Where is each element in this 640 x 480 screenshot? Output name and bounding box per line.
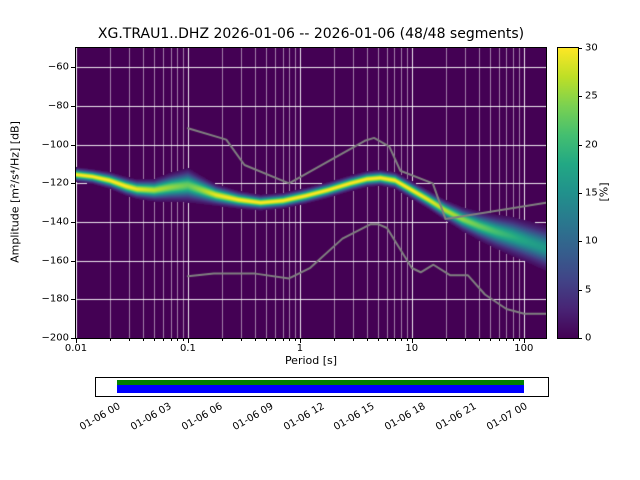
x-minor-tick-mark — [241, 339, 243, 341]
y-tick-label: −140 — [41, 216, 69, 228]
y-tick-label: −180 — [41, 293, 69, 305]
x-tick-label: 1 — [296, 343, 304, 354]
y-tick-label: −100 — [41, 139, 69, 151]
x-minor-tick-mark — [406, 339, 408, 341]
x-minor-tick-mark — [163, 339, 165, 341]
x-minor-tick-mark — [506, 339, 508, 341]
x-minor-tick-mark — [129, 339, 131, 341]
x-minor-tick-mark — [465, 339, 467, 341]
y-axis-label: Amplitude [m²/s⁴/Hz] [dB] — [8, 121, 22, 263]
coverage-segment-green — [117, 380, 524, 385]
x-minor-tick-mark — [294, 339, 296, 341]
colorbar-tick-label: 15 — [585, 187, 598, 199]
colorbar-tick-mark — [579, 48, 582, 49]
colorbar-tick-label: 5 — [585, 284, 592, 296]
colorbar-tick-label: 30 — [585, 42, 598, 54]
colorbar-tick-label: 25 — [585, 90, 598, 102]
y-tick-label: −60 — [47, 61, 69, 73]
x-minor-tick-mark — [353, 339, 355, 341]
colorbar — [557, 47, 579, 339]
y-tick-mark — [71, 67, 75, 69]
x-minor-tick-mark — [498, 339, 500, 341]
x-tick-mark — [411, 339, 413, 343]
x-minor-tick-mark — [401, 339, 402, 341]
colorbar-tick-mark — [579, 193, 582, 194]
x-minor-tick-mark — [170, 339, 172, 341]
x-minor-tick-mark — [177, 339, 179, 341]
x-minor-tick-mark — [282, 339, 284, 341]
colorbar-tick-mark — [579, 144, 582, 146]
x-minor-tick-mark — [367, 339, 369, 341]
time-coverage-bar — [95, 377, 549, 397]
y-tick-label: −120 — [41, 177, 69, 189]
y-tick-mark — [71, 338, 75, 339]
y-tick-mark — [71, 183, 75, 185]
colorbar-tick-mark — [579, 241, 582, 243]
x-minor-tick-mark — [255, 339, 257, 341]
x-minor-tick-mark — [289, 339, 290, 341]
y-tick-mark — [71, 144, 75, 146]
plot-area — [75, 47, 547, 339]
coverage-segment-blue — [117, 385, 524, 393]
x-minor-tick-mark — [490, 339, 492, 341]
y-tick-mark — [71, 106, 75, 107]
ppsd-heatmap-canvas — [76, 48, 546, 338]
x-minor-tick-mark — [394, 339, 396, 341]
x-minor-tick-mark — [109, 339, 111, 341]
x-tick-label: 10 — [405, 343, 419, 354]
colorbar-tick-label: 10 — [585, 235, 598, 247]
colorbar-tick-label: 0 — [585, 332, 592, 344]
x-minor-tick-mark — [221, 339, 223, 341]
x-minor-tick-mark — [275, 339, 276, 341]
x-axis-label: Period [s] — [284, 354, 338, 367]
x-tick-mark — [76, 339, 77, 343]
x-minor-tick-mark — [387, 339, 388, 341]
x-minor-tick-mark — [154, 339, 156, 341]
x-tick-label: 100 — [514, 343, 534, 354]
x-tick-mark — [299, 339, 301, 343]
y-tick-label: −160 — [41, 255, 69, 267]
colorbar-label: [%] — [597, 182, 611, 202]
x-tick-label: 0.1 — [179, 343, 196, 354]
chart-title: XG.TRAU1..DHZ 2026-01-06 -- 2026-01-06 (… — [97, 26, 525, 42]
x-minor-tick-mark — [518, 339, 520, 341]
y-tick-mark — [71, 222, 75, 223]
x-tick-label: 0.01 — [64, 343, 88, 354]
x-minor-tick-mark — [266, 339, 268, 341]
colorbar-tick-mark — [579, 338, 582, 339]
y-tick-label: −80 — [47, 100, 69, 112]
x-minor-tick-mark — [445, 339, 447, 341]
colorbar-tick-label: 20 — [585, 139, 598, 151]
x-minor-tick-mark — [378, 339, 380, 341]
y-tick-mark — [71, 299, 75, 301]
x-tick-mark — [523, 339, 525, 343]
x-minor-tick-mark — [333, 339, 335, 341]
x-minor-tick-mark — [143, 339, 145, 341]
x-minor-tick-mark — [182, 339, 184, 341]
x-minor-tick-mark — [479, 339, 481, 341]
x-tick-mark — [187, 339, 189, 343]
y-tick-mark — [71, 260, 75, 262]
colorbar-tick-mark — [579, 96, 582, 98]
colorbar-tick-mark — [579, 289, 582, 291]
y-tick-label: −200 — [41, 332, 69, 344]
x-minor-tick-mark — [512, 339, 514, 341]
